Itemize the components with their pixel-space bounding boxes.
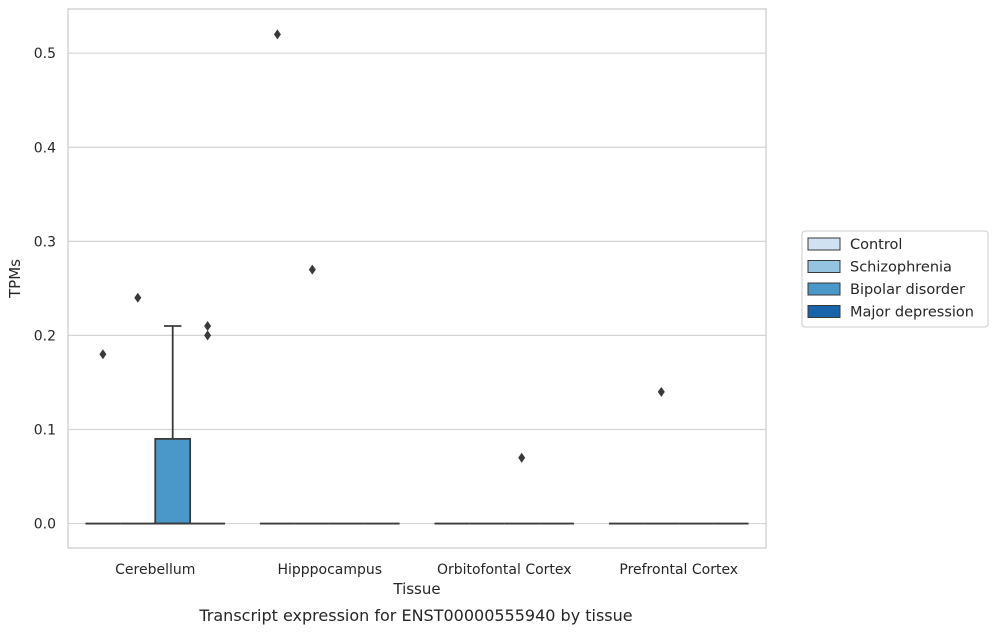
legend-swatch — [807, 305, 841, 318]
y-axis-label: TPMs — [6, 259, 24, 299]
box-group — [643, 386, 679, 525]
y-tick-label: 0.1 — [34, 422, 56, 438]
box-body — [154, 437, 192, 525]
legend-label: Schizophrenia — [850, 260, 952, 276]
x-tick-label: Prefrontal Cortex — [619, 562, 738, 578]
x-tick-label: Orbitofontal Cortex — [437, 562, 572, 578]
box-group — [190, 321, 226, 525]
chart-marks — [85, 29, 749, 525]
legend-box — [801, 230, 989, 328]
chart-caption: Transcript expression for ENST0000055594… — [199, 606, 633, 625]
box-group — [259, 29, 295, 525]
y-tick-label: 0.0 — [34, 517, 56, 533]
legend-swatch — [807, 260, 841, 273]
box-group — [294, 264, 330, 525]
x-tick-label: Hipppocampus — [277, 562, 382, 578]
legend: Control Schizophrenia Bipolar disorder Majo… — [801, 230, 989, 328]
x-tick-labels: Cerebellum Hipppocampus Orbitofontal Corte… — [115, 562, 738, 578]
y-tick-labels: 0.0 0.1 0.2 0.3 0.4 0.5 — [34, 46, 56, 532]
outlier-point — [518, 452, 526, 463]
box-group — [120, 292, 156, 525]
legend-swatch — [807, 237, 841, 251]
y-tick-label: 0.3 — [34, 234, 56, 250]
outlier-point — [204, 330, 212, 341]
x-axis-label: Tissue — [392, 580, 440, 598]
y-tick-label: 0.4 — [34, 140, 56, 156]
outlier-point — [99, 349, 107, 360]
plot-frame — [67, 8, 767, 549]
outlier-point — [273, 29, 281, 40]
legend-label: Control — [850, 237, 902, 253]
y-tick-label: 0.5 — [34, 46, 56, 62]
legend-label: Bipolar disorder — [850, 282, 965, 298]
box-group — [154, 325, 192, 525]
outlier-point — [134, 292, 142, 303]
outlier-point — [204, 321, 212, 332]
y-tick-label: 0.2 — [34, 328, 56, 344]
outlier-point — [308, 264, 316, 275]
outlier-point — [657, 386, 665, 397]
x-tick-label: Cerebellum — [115, 562, 195, 578]
legend-swatch — [807, 282, 841, 296]
box-group — [504, 452, 540, 525]
box-group — [85, 349, 121, 525]
legend-label: Major depression — [850, 305, 974, 321]
